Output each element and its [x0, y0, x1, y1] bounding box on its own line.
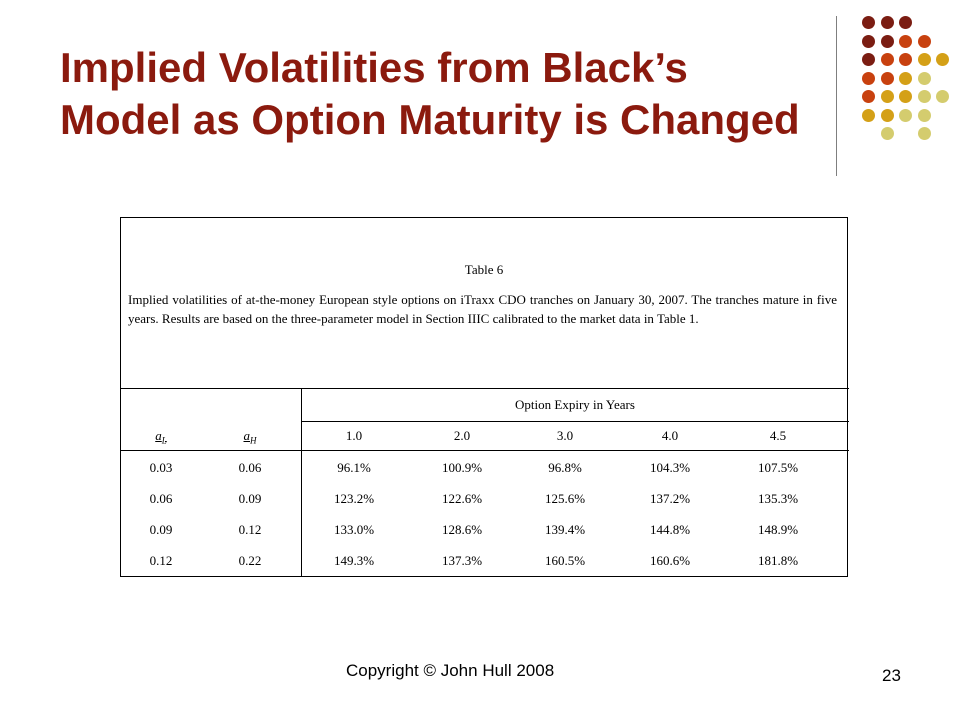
decorative-dot [917, 108, 931, 122]
decorative-dot [936, 90, 949, 103]
column-header-expiry: 4.0 [661, 428, 679, 443]
decorative-dot [862, 108, 875, 122]
table-cell-volatility: 160.5% [544, 553, 586, 568]
column-header-expiry: 4.5 [769, 428, 787, 443]
decorative-dot [936, 53, 949, 66]
table-6: Table 6 Implied volatilities of at-the-m… [120, 217, 849, 577]
decorative-dot [917, 53, 931, 66]
table-cell-volatility: 100.9% [441, 460, 483, 475]
decorative-dot [880, 34, 894, 48]
decorative-dot [899, 53, 912, 66]
decorative-dot [880, 90, 894, 103]
table-cell-volatility: 96.8% [548, 460, 582, 475]
table-cell-volatility: 148.9% [757, 522, 799, 537]
slide-title: Implied Volatilities from Black’s Model … [60, 42, 820, 146]
table-caption-text: Implied volatilities of at-the-money Eur… [128, 292, 837, 326]
decorative-dot [880, 127, 894, 140]
table-cell-volatility: 107.5% [757, 460, 799, 475]
decorative-dot [862, 16, 875, 29]
decorative-dot [880, 71, 894, 85]
slide-title-line-1: Implied Volatilities from Black’s [60, 44, 688, 91]
table-cell-aH: 0.22 [238, 553, 262, 568]
table-cell-volatility: 149.3% [333, 553, 375, 568]
decorative-dot [917, 90, 931, 103]
table-cell-aH: 0.06 [238, 460, 262, 475]
table-cell-volatility: 144.8% [649, 522, 691, 537]
decorative-dot [917, 71, 931, 85]
column-header-expiry: 1.0 [345, 428, 363, 443]
table-rule [301, 421, 849, 422]
decorative-dot [917, 34, 931, 48]
column-header-aL: aL [155, 428, 167, 446]
table-cell-volatility: 125.6% [544, 491, 586, 506]
decorative-dot [899, 71, 912, 85]
table-cell-volatility: 104.3% [649, 460, 691, 475]
table-cell-volatility: 135.3% [757, 491, 799, 506]
table-cell-volatility: 137.3% [441, 553, 483, 568]
table-cell-volatility: 181.8% [757, 553, 799, 568]
table-cell-volatility: 137.2% [649, 491, 691, 506]
table-rule [121, 450, 849, 451]
decorative-dot [880, 53, 894, 66]
table-column-divider [301, 388, 302, 576]
table-cell-aH: 0.12 [238, 522, 262, 537]
decorative-dot [862, 90, 875, 103]
table-caption-title: Table 6 [464, 262, 504, 277]
copyright-footer: Copyright © John Hull 2008 [346, 661, 555, 680]
decorative-dot [880, 108, 894, 122]
decorative-dot [899, 16, 912, 29]
slide-title-line-2: Model as Option Maturity is Changed [60, 96, 800, 143]
table-rule [121, 388, 849, 389]
table-cell-aH: 0.09 [238, 491, 262, 506]
table-cell-aL: 0.06 [149, 491, 173, 506]
table-cell-volatility: 133.0% [333, 522, 375, 537]
page-number: 23 [882, 666, 901, 685]
decorative-dot [917, 127, 931, 140]
table-cell-volatility: 122.6% [441, 491, 483, 506]
table-cell-volatility: 139.4% [544, 522, 586, 537]
column-header-expiry: 2.0 [453, 428, 471, 443]
decorative-dot [899, 108, 912, 122]
table-cell-volatility: 96.1% [337, 460, 371, 475]
table-cell-aL: 0.03 [149, 460, 173, 475]
decorative-dot [862, 53, 875, 66]
table-cell-aL: 0.09 [149, 522, 173, 537]
decorative-dot [899, 90, 912, 103]
decorative-dot [862, 71, 875, 85]
table-cell-volatility: 128.6% [441, 522, 483, 537]
decorative-dot [880, 16, 894, 29]
table-cell-volatility: 160.6% [649, 553, 691, 568]
column-header-aH: aH [243, 428, 257, 446]
table-cell-volatility: 123.2% [333, 491, 375, 506]
table-group-header: Option Expiry in Years [515, 397, 635, 412]
decorative-dot [862, 34, 875, 48]
decorative-divider [836, 16, 837, 176]
column-header-expiry: 3.0 [556, 428, 574, 443]
decorative-dot [899, 34, 912, 48]
table-cell-aL: 0.12 [149, 553, 173, 568]
